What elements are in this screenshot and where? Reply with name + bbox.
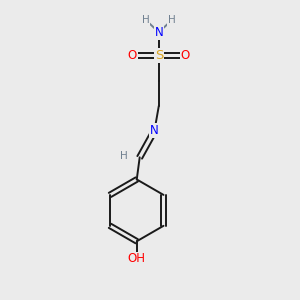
Text: H: H xyxy=(120,151,128,161)
Text: S: S xyxy=(154,49,163,62)
Text: OH: OH xyxy=(128,252,146,266)
Text: H: H xyxy=(142,15,149,25)
Text: H: H xyxy=(168,15,176,25)
Text: N: N xyxy=(150,124,159,137)
Text: O: O xyxy=(128,49,137,62)
Text: O: O xyxy=(181,49,190,62)
Text: N: N xyxy=(154,26,163,39)
